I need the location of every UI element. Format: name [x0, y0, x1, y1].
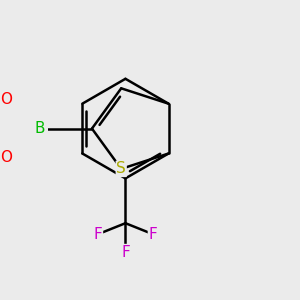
Text: S: S: [116, 161, 126, 176]
Text: F: F: [94, 226, 102, 242]
Text: F: F: [121, 244, 130, 260]
Text: B: B: [34, 121, 45, 136]
Text: O: O: [0, 150, 12, 165]
Text: O: O: [0, 92, 12, 107]
Text: F: F: [148, 226, 157, 242]
